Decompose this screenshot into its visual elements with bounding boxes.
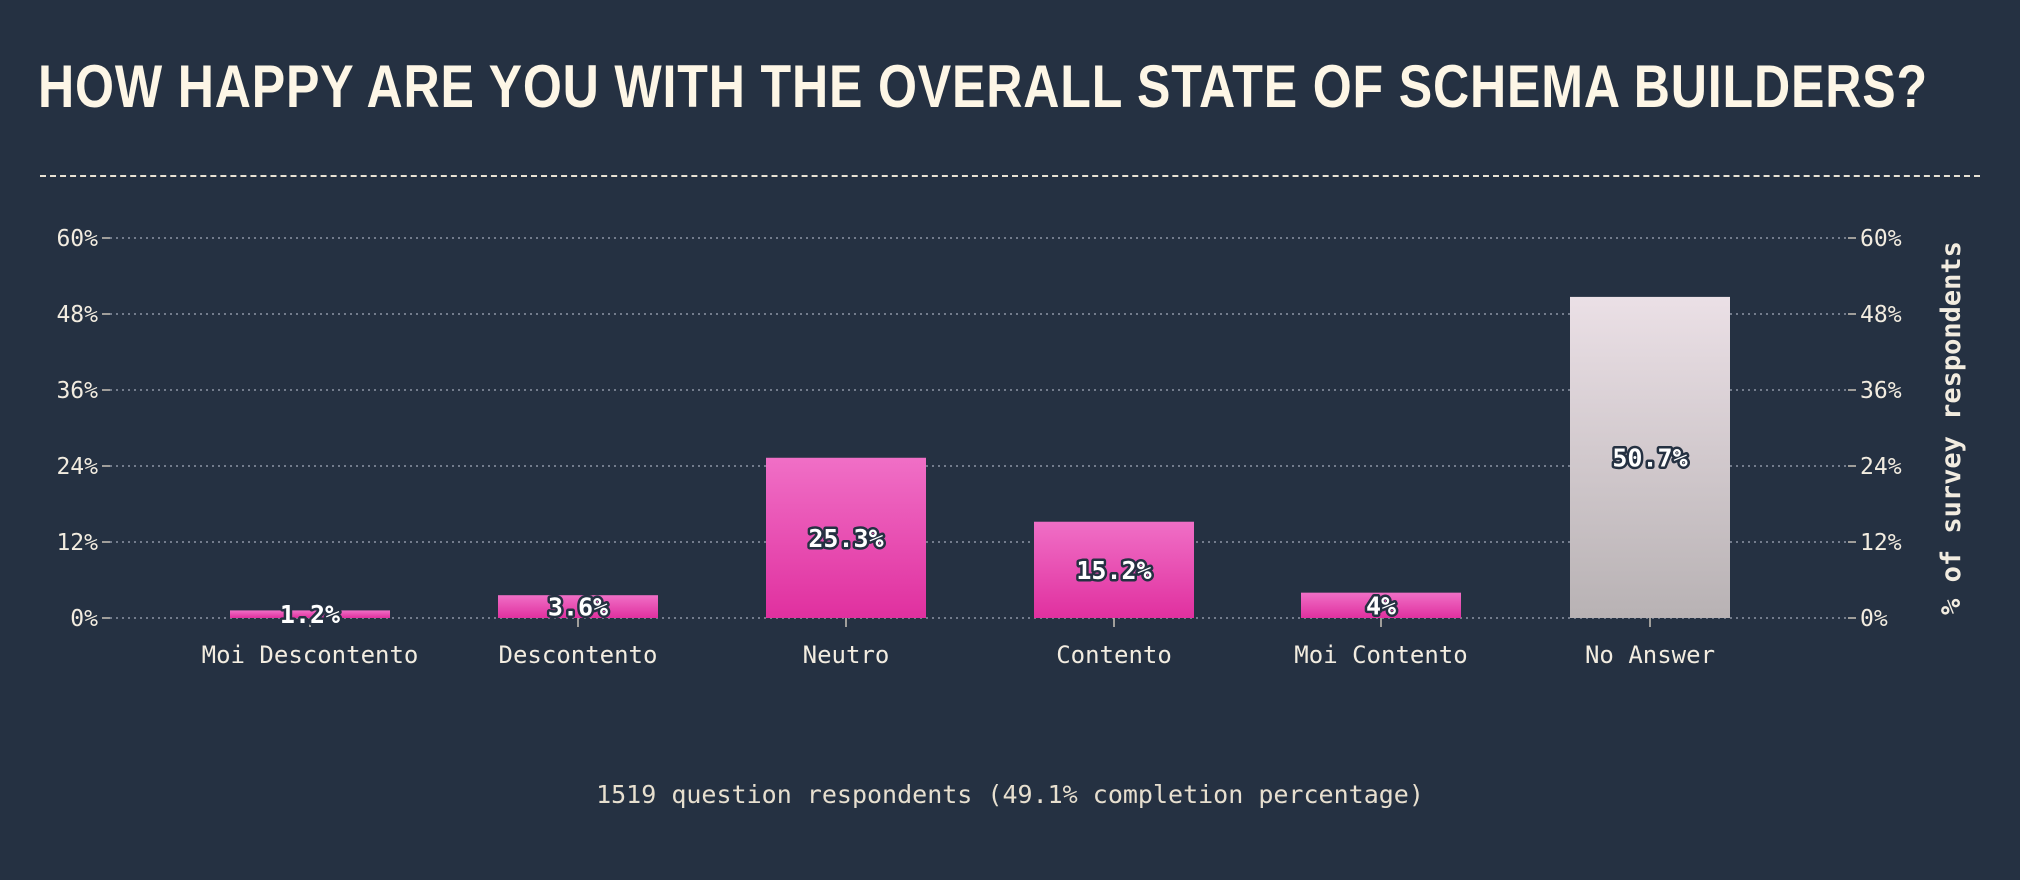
bar xyxy=(766,457,926,618)
y-tick-label-right: 48% xyxy=(1860,302,1902,328)
bar xyxy=(230,610,390,618)
bar xyxy=(1570,296,1730,618)
data-label: 50.7% xyxy=(1612,443,1687,472)
y-axis-title: % of survey respondents xyxy=(1936,241,1967,615)
data-label: 15.2% xyxy=(1076,556,1151,585)
y-tick-label-left: 12% xyxy=(56,530,98,556)
y-tick-label-left: 0% xyxy=(70,606,98,632)
chart-title: HOW HAPPY ARE YOU WITH THE OVERALL STATE… xyxy=(38,53,1928,120)
y-tick-label-right: 12% xyxy=(1860,530,1902,556)
bar xyxy=(498,595,658,618)
bar-chart: 0% 0% 12% 12% 24% 24% 36% 36% 48% 48% 60% 60% Moi De… xyxy=(56,226,1967,669)
title-divider xyxy=(40,175,1980,177)
data-label: 1.2% xyxy=(280,600,340,629)
y-tick-label-left: 24% xyxy=(56,454,98,480)
y-tick-label-left: 60% xyxy=(56,226,98,252)
data-label: 25.3% xyxy=(808,524,883,553)
y-tick-label-right: 36% xyxy=(1860,378,1902,404)
respondents-note: 1519 question respondents (49.1% complet… xyxy=(596,780,1424,809)
category-label: Moi Contento xyxy=(1294,641,1467,669)
y-tick-label-right: 0% xyxy=(1860,606,1888,632)
data-label: 3.6% xyxy=(548,593,608,622)
y-tick-label-right: 60% xyxy=(1860,226,1902,252)
y-tick-label-right: 24% xyxy=(1860,454,1902,480)
bar xyxy=(1301,592,1461,618)
y-tick-label-left: 48% xyxy=(56,302,98,328)
y-tick-label-left: 36% xyxy=(56,378,98,404)
category-label: Moi Descontento xyxy=(202,641,419,669)
category-label: No Answer xyxy=(1585,641,1715,669)
category-label: Neutro xyxy=(803,641,890,669)
category-label: Descontento xyxy=(499,641,658,669)
bar xyxy=(1034,521,1194,618)
category-label: Contento xyxy=(1056,641,1172,669)
data-label: 4% xyxy=(1366,591,1396,620)
